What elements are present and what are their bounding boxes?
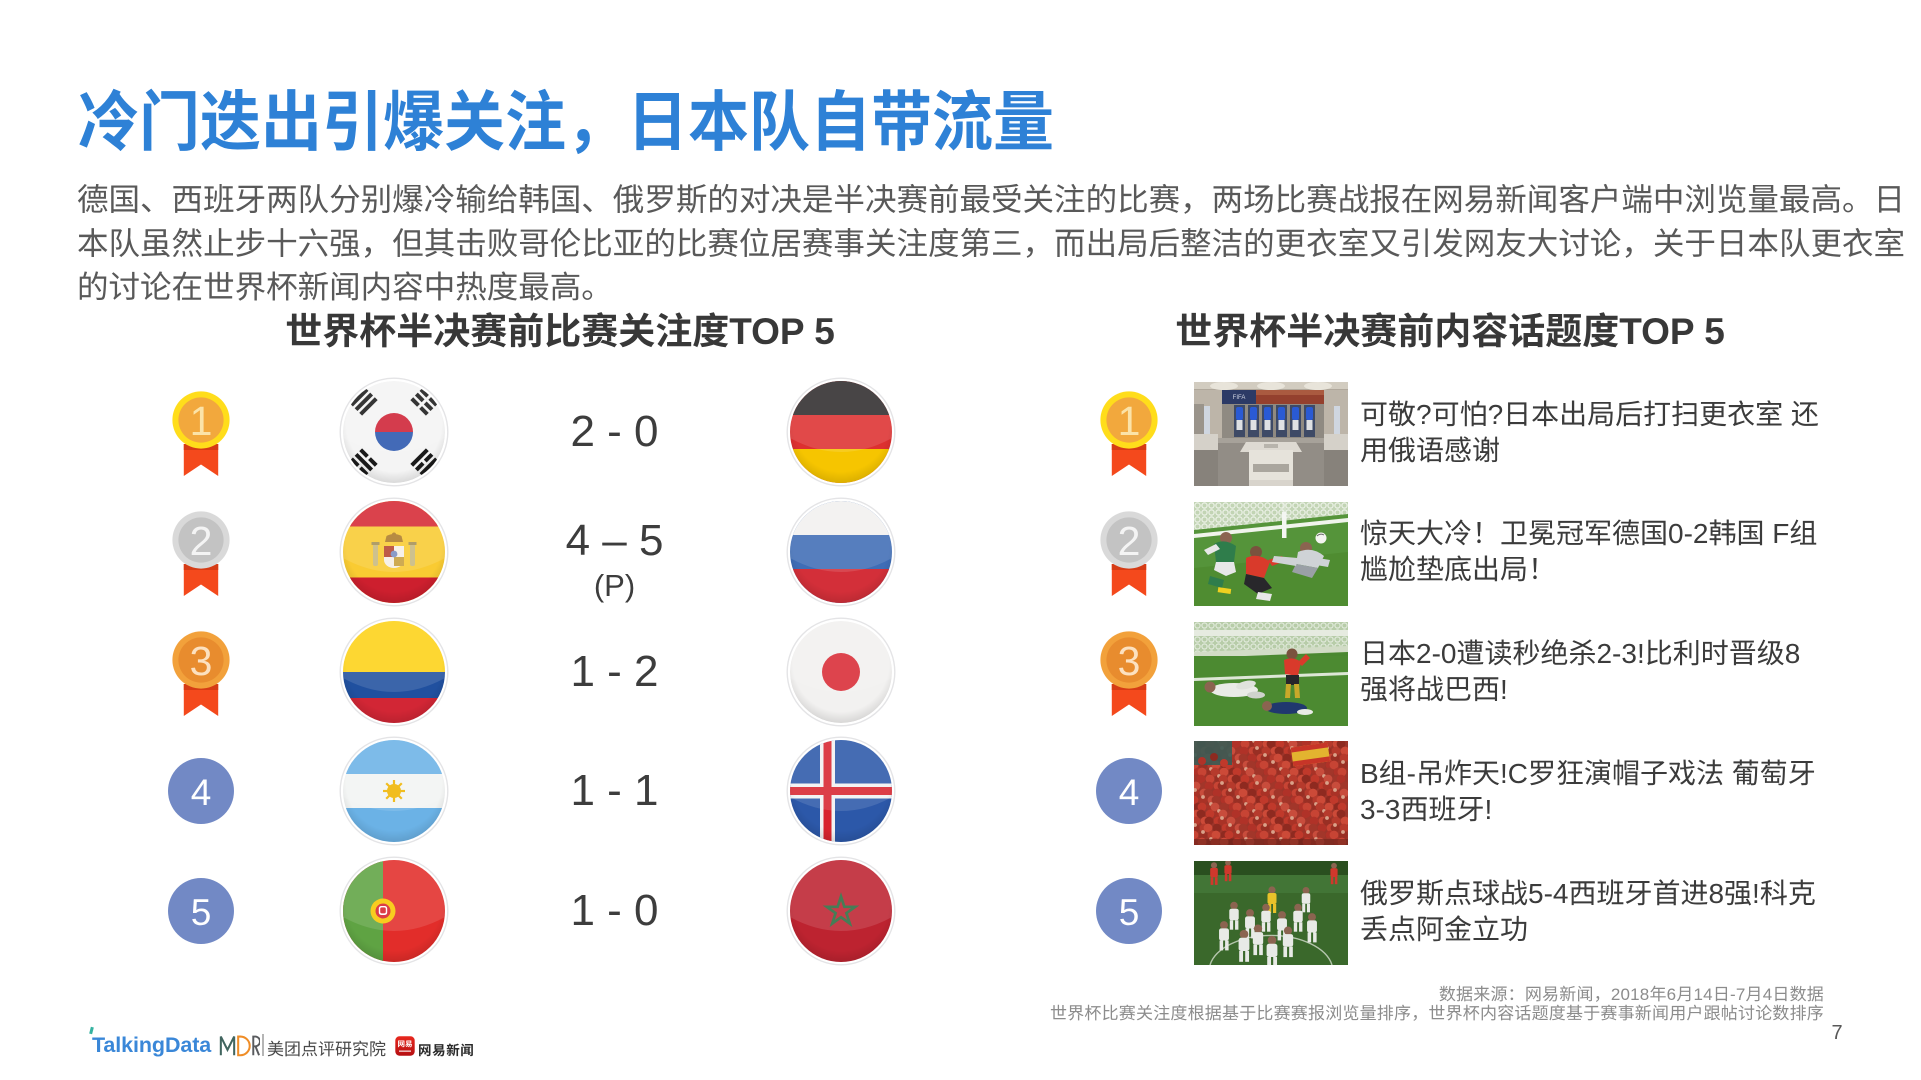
svg-text:3: 3 <box>1118 638 1141 684</box>
svg-text:FIFA: FIFA <box>1233 395 1246 401</box>
svg-text:1: 1 <box>1118 398 1141 444</box>
svg-text:5: 5 <box>190 892 211 933</box>
svg-text:1: 1 <box>189 398 212 444</box>
svg-text:2: 2 <box>189 518 212 564</box>
svg-text:4: 4 <box>190 772 211 813</box>
svg-text:4: 4 <box>1119 772 1140 813</box>
svg-text:2: 2 <box>1118 518 1141 564</box>
svg-text:网易: 网易 <box>398 1039 413 1050</box>
svg-text:3: 3 <box>189 638 212 684</box>
svg-text:5: 5 <box>1119 892 1140 933</box>
